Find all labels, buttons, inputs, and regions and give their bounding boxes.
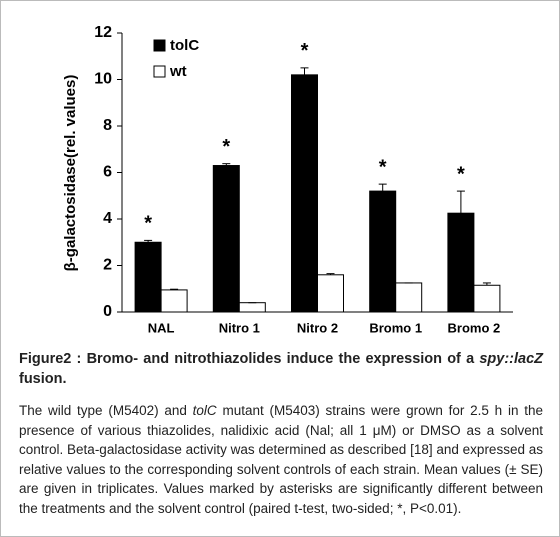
x-tick-label: NAL [148,320,175,335]
x-tick-label: Nitro 1 [219,320,260,335]
caption: Figure2 : Bromo- and nitrothiazolides in… [19,349,543,518]
error-bar [222,163,231,166]
x-tick-label: Nitro 2 [297,320,338,335]
bar [447,212,475,313]
error-bar [482,282,491,286]
bar [238,302,266,313]
significance-marker: * [144,213,152,235]
caption-body: The wild type (M5402) and tolC mutant (M… [19,401,543,518]
caption-text: mutant (M5403) strains were grown for 2.… [19,403,543,516]
caption-text: fusion. [19,371,67,387]
x-tick-label: Bromo 1 [369,320,422,335]
legend-label: wt [169,63,187,80]
y-tick-label: 10 [94,71,112,88]
caption-text: spy::lacZ [479,351,543,367]
chart: β-galactosidase(rel. values) 0 2 4 6 8 10 12 NA… [62,24,513,335]
error-bar [300,67,309,75]
y-tick-label: 8 [103,117,112,134]
error-bar [456,190,465,214]
significance-marker: * [379,156,387,178]
caption-text: The wild type (M5402) and [19,403,193,418]
x-tick-label: Bromo 2 [448,320,501,335]
error-bar [170,288,179,290]
y-tick-label: 2 [103,257,112,274]
y-tick-label: 4 [103,210,112,227]
significance-marker: * [222,136,230,158]
bar [212,165,240,313]
bar [160,289,188,313]
error-bar [326,273,335,275]
legend-swatch [153,65,166,78]
error-bar [144,239,153,243]
caption-title: Figure2 : Bromo- and nitrothiazolides in… [19,349,543,389]
bar [134,241,162,313]
bar [317,274,344,313]
caption-text: tolC [192,403,217,418]
caption-text: Figure2 : Bromo- and nitrothiazolides in… [19,351,480,367]
bar [291,74,318,313]
bar [395,282,423,313]
error-bar [378,183,387,192]
bar [369,190,397,313]
significance-marker: * [457,163,465,185]
y-tick-label: 0 [103,303,112,320]
bar [473,284,501,313]
y-tick-label: 12 [94,24,112,41]
significance-marker: * [301,40,309,62]
legend-swatch [153,39,166,52]
legend-label: tolC [170,37,199,54]
y-tick-label: 6 [103,164,112,181]
y-axis-label: β-galactosidase(rel. values) [62,75,79,272]
